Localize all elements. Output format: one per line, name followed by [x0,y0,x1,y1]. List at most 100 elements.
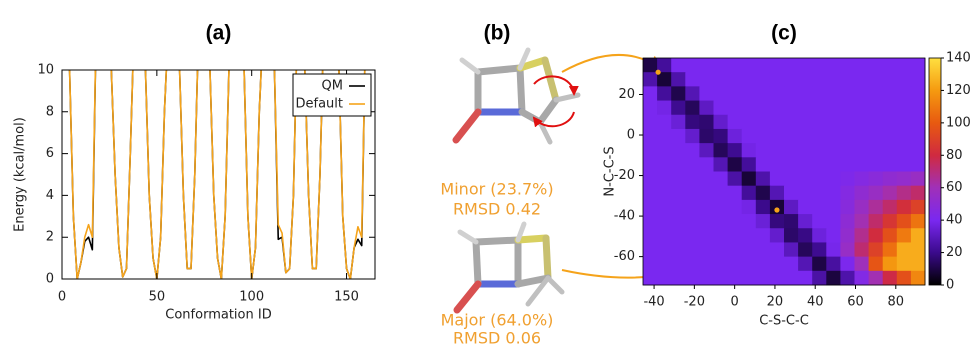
heatmap-cell [770,143,785,158]
heatmap-cell [770,58,785,73]
heatmap-cell [643,242,658,257]
heatmap-cell [742,214,757,229]
heatmap-cell [714,115,729,130]
heatmap-cell [897,115,912,130]
heatmap-cell [742,86,757,101]
conformer-point [774,207,779,212]
heatmap-cell [699,86,714,101]
colorbar-tick-label: 60 [946,180,963,195]
heatmap-cell [826,186,841,201]
heatmap-cell [812,129,827,144]
heatmap-cell [855,143,870,158]
heatmap-cell [840,271,855,286]
heatmap-cell [911,271,926,286]
heatmap-cell [855,242,870,257]
heatmap-cell [699,242,714,257]
heatmap-cell [714,143,729,158]
heatmap-cell [671,186,686,201]
heatmap-cell [869,129,884,144]
heatmap-cell [826,271,841,286]
panel-title: (b) [484,22,511,45]
figure: (b) Minor (23.7%) RMSD 0.42 Major (64.0%… [0,0,974,348]
heatmap-cell [869,242,884,257]
heatmap-cell [869,72,884,87]
heatmap-cell [728,72,743,87]
heatmap-cell [728,86,743,101]
heatmap-cell [798,72,813,87]
x-tick-label: 0 [731,295,739,310]
heatmap-cell [671,129,686,144]
heatmap-cell [742,242,757,257]
heatmap-cell [812,228,827,243]
heatmap-cell [657,157,672,172]
heatmap-cell [883,58,898,73]
heatmap-cell [869,58,884,73]
heatmap-cell [657,228,672,243]
heatmap-cell [770,86,785,101]
heatmap-cell [699,228,714,243]
heatmap-cell [784,200,799,215]
heatmap-cell [798,271,813,286]
heatmap-cell [784,228,799,243]
heatmap-cell [840,157,855,172]
heatmap-cell [671,101,686,116]
heatmap-cell [685,257,700,272]
heatmap-cell [714,157,729,172]
heatmap-cell [855,101,870,116]
conformer-point [656,70,661,75]
heatmap-cell [812,214,827,229]
y-tick-label: -40 [614,209,635,224]
heatmap-cell [812,242,827,257]
heatmap-cell [657,214,672,229]
x-tick-label: -20 [684,295,705,310]
heatmap-cell [897,101,912,116]
heatmap-cell [911,58,926,73]
heatmap-cell [699,115,714,130]
heatmap-cell [643,186,658,201]
heatmap-cell [840,200,855,215]
heatmap-cell [643,101,658,116]
heatmap-cell [855,172,870,187]
heatmap-cell [784,271,799,286]
y-tick-label: 10 [37,63,54,78]
heatmap-cell [798,101,813,116]
heatmap-cell [714,257,729,272]
heatmap-cell [812,101,827,116]
heatmap-cell [826,58,841,73]
heatmap-cell [911,257,926,272]
heatmap-cell [869,101,884,116]
heatmap-cell [657,257,672,272]
colorbar-tick-label: 120 [946,83,971,98]
heatmap-cell [685,143,700,158]
heatmap-cell [911,115,926,130]
heatmap-cell [699,172,714,187]
heatmap-cell [855,257,870,272]
heatmap-cell [742,228,757,243]
heatmap-cell [714,58,729,73]
heatmap-cell [756,101,771,116]
heatmap-cell [728,257,743,272]
heatmap-cell [798,214,813,229]
heatmap-cell [784,242,799,257]
heatmap-cell [869,257,884,272]
heatmap-cell [714,129,729,144]
heatmap-cell [643,129,658,144]
heatmap-cell [671,228,686,243]
heatmap-cell [840,242,855,257]
heatmap-cell [869,143,884,158]
heatmap-cell [657,200,672,215]
heatmap-cell [756,72,771,87]
heatmap-cell [657,186,672,201]
x-tick-label: 20 [767,295,784,310]
heatmap-cell [897,72,912,87]
conformer-rmsd: RMSD 0.06 [453,329,541,348]
y-tick-label: 2 [46,230,54,245]
y-tick-label: -60 [614,249,635,264]
heatmap-cell [756,115,771,130]
heatmap-cell [798,157,813,172]
heatmap-cell [643,214,658,229]
heatmap-cell [840,186,855,201]
heatmap-cell [699,257,714,272]
heatmap-cell [911,172,926,187]
heatmap-cell [883,228,898,243]
